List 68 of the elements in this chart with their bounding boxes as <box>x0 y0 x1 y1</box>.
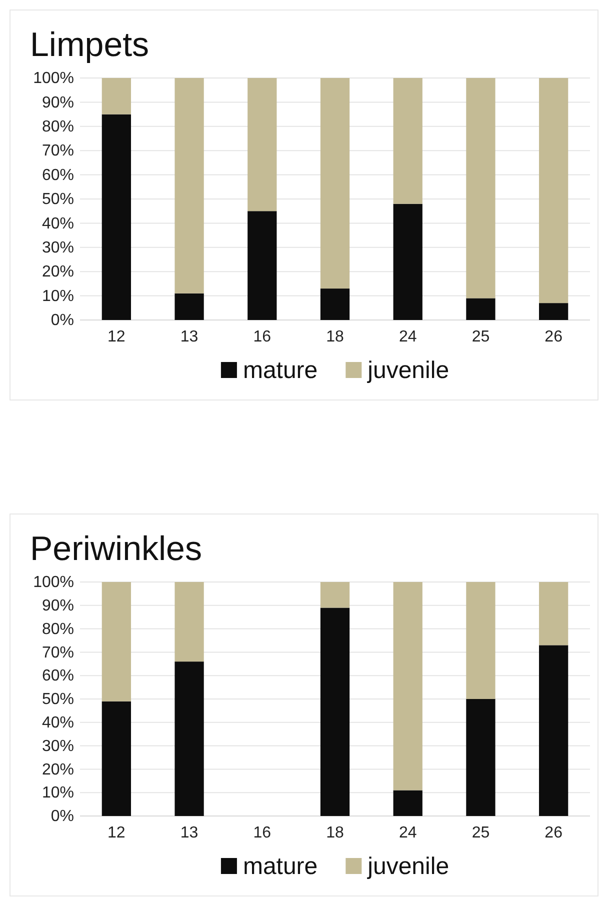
y-tick-label: 80% <box>42 620 74 638</box>
y-tick-label: 30% <box>42 240 74 257</box>
legend-label: juvenile <box>366 357 450 384</box>
y-tick-label: 50% <box>42 191 74 208</box>
bar <box>539 303 568 320</box>
bar <box>248 211 277 320</box>
bar <box>174 293 204 320</box>
legend-label: mature <box>242 853 318 880</box>
y-tick-label: 20% <box>42 761 74 778</box>
bar <box>248 78 277 212</box>
bar <box>539 582 568 646</box>
y-tick-label: 80% <box>42 118 74 136</box>
bar <box>539 78 568 304</box>
bar <box>466 298 496 320</box>
bar <box>174 582 204 662</box>
y-tick-label: 100% <box>33 70 74 88</box>
legend-label: mature <box>242 357 318 384</box>
bar <box>393 78 422 204</box>
bar <box>102 114 131 320</box>
y-tick-label: 10% <box>42 288 74 305</box>
x-tick-label: 24 <box>398 328 417 346</box>
y-tick-label: 60% <box>42 166 74 184</box>
x-tick-label: 16 <box>253 824 272 842</box>
bar <box>393 790 422 816</box>
bar <box>466 582 496 699</box>
bar <box>320 78 350 289</box>
x-tick-label: 26 <box>544 824 563 842</box>
x-tick-label: 13 <box>180 328 198 346</box>
y-tick-label: 60% <box>42 668 74 685</box>
y-tick-label: 40% <box>42 714 74 732</box>
x-tick-label: 18 <box>326 328 344 346</box>
bar <box>466 78 496 298</box>
x-tick-label: 16 <box>253 328 272 346</box>
y-tick-label: 70% <box>42 142 74 160</box>
x-tick-label: 12 <box>108 328 126 346</box>
x-tick-label: 13 <box>180 824 198 842</box>
x-tick-label: 25 <box>472 824 490 842</box>
y-tick-label: 70% <box>42 644 74 662</box>
bar <box>102 582 131 702</box>
bar <box>393 582 422 790</box>
y-tick-label: 10% <box>42 784 74 802</box>
bar <box>466 699 496 816</box>
y-tick-label: 40% <box>42 215 74 232</box>
x-tick-label: 12 <box>108 824 126 842</box>
bar <box>393 204 422 320</box>
x-tick-label: 25 <box>472 328 490 346</box>
y-tick-label: 100% <box>33 574 74 592</box>
chart-title: Periwinkles <box>30 530 202 568</box>
y-tick-label: 0% <box>50 808 74 826</box>
bar <box>174 78 204 294</box>
bar <box>174 662 204 816</box>
bar <box>102 78 131 114</box>
x-tick-label: 18 <box>326 824 344 842</box>
legend-label: juvenile <box>366 853 450 880</box>
y-tick-label: 90% <box>42 598 74 615</box>
chart-title: Limpets <box>30 26 150 64</box>
bar <box>320 582 350 608</box>
y-tick-label: 20% <box>42 264 74 281</box>
y-tick-label: 30% <box>42 738 74 755</box>
y-tick-label: 50% <box>42 691 74 708</box>
bar <box>320 608 350 816</box>
x-tick-label: 26 <box>544 328 563 346</box>
bar <box>320 288 350 320</box>
y-tick-label: 0% <box>50 312 74 330</box>
y-tick-label: 90% <box>42 94 74 112</box>
bar <box>539 645 568 816</box>
bar <box>102 701 131 816</box>
x-tick-label: 24 <box>398 824 417 842</box>
